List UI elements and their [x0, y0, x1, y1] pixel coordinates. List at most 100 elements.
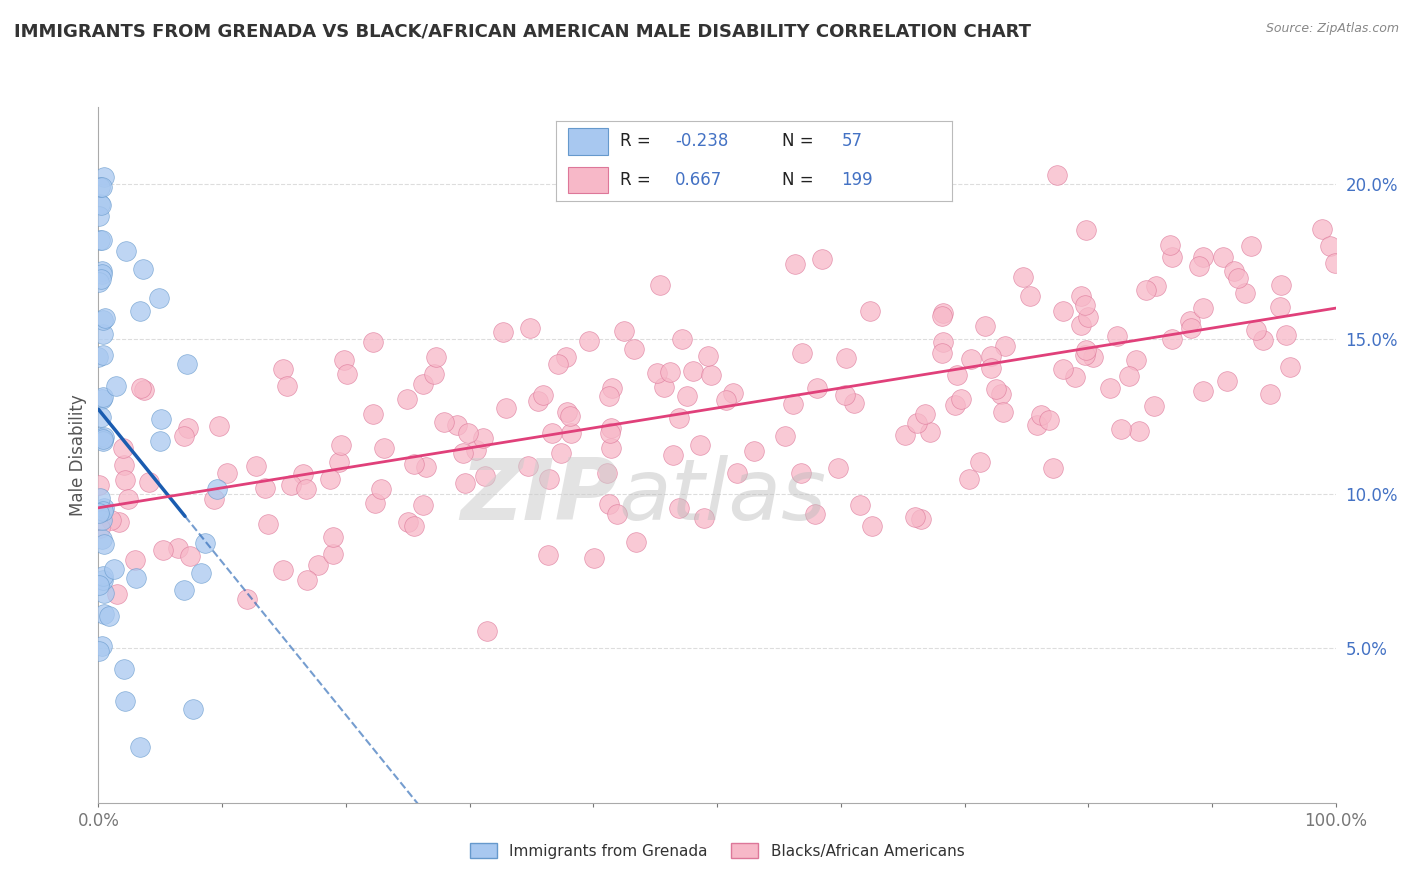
Point [173, 428, 195, 442]
Point [471, 431, 494, 445]
Point [980, 349, 1002, 363]
Point [645, 367, 668, 381]
Point [90, 198, 112, 212]
Point [404, 457, 426, 471]
Point [97, 609, 120, 624]
Point [1310, 221, 1333, 235]
Point [134, 383, 156, 397]
Point [957, 472, 980, 486]
Point [276, 378, 298, 392]
Point [87, 478, 110, 492]
Point [91, 434, 114, 448]
Point [1191, 250, 1213, 264]
Text: IMMIGRANTS FROM GRENADA VS BLACK/AFRICAN AMERICAN MALE DISABILITY CORRELATION CH: IMMIGRANTS FROM GRENADA VS BLACK/AFRICAN… [14, 22, 1031, 40]
Point [1125, 353, 1147, 368]
Point [307, 558, 329, 573]
Point [217, 466, 239, 480]
Point [1031, 408, 1053, 422]
Point [1070, 318, 1092, 332]
Point [547, 357, 569, 371]
Point [1074, 348, 1097, 362]
Point [1052, 304, 1074, 318]
Point [1222, 263, 1244, 277]
Point [984, 382, 1007, 396]
Point [124, 553, 146, 567]
Point [1188, 259, 1211, 273]
Point [596, 466, 619, 480]
Point [177, 420, 200, 434]
Point [148, 291, 170, 305]
Point [93, 501, 115, 516]
Point [291, 467, 314, 482]
Point [1180, 314, 1202, 328]
Point [474, 468, 496, 483]
Point [132, 262, 155, 277]
Point [454, 476, 477, 491]
Point [1012, 270, 1035, 285]
Point [333, 353, 356, 368]
Point [689, 437, 711, 451]
Point [205, 482, 228, 496]
Point [946, 368, 969, 382]
Point [602, 381, 624, 395]
Point [827, 461, 849, 475]
Point [1319, 239, 1341, 253]
Text: Source: ZipAtlas.com: Source: ZipAtlas.com [1265, 22, 1399, 36]
Point [1268, 300, 1291, 314]
Point [322, 547, 344, 561]
Point [790, 346, 813, 360]
Point [1046, 169, 1069, 183]
Point [1240, 239, 1263, 253]
Point [138, 475, 160, 489]
Point [100, 513, 122, 527]
Point [257, 516, 280, 531]
Point [425, 350, 447, 364]
Point [538, 472, 561, 486]
Point [1128, 424, 1150, 438]
Point [969, 455, 991, 469]
Point [87, 506, 110, 520]
Point [668, 500, 690, 515]
Point [905, 416, 928, 430]
Text: ZIP: ZIP [460, 455, 619, 538]
Point [598, 498, 620, 512]
Point [993, 405, 1015, 419]
Point [860, 519, 883, 533]
Point [167, 541, 190, 555]
Point [517, 459, 540, 474]
Point [1135, 284, 1157, 298]
Point [93, 430, 115, 444]
Point [1073, 298, 1095, 312]
Point [931, 346, 953, 360]
Point [91, 569, 114, 583]
Point [90, 233, 112, 247]
Point [208, 418, 231, 433]
Point [91, 639, 114, 653]
Point [412, 499, 434, 513]
Point [1064, 369, 1087, 384]
Point [361, 335, 384, 350]
Point [894, 428, 917, 442]
Point [87, 275, 110, 289]
Point [782, 396, 804, 410]
Point [129, 304, 152, 318]
Point [402, 519, 425, 533]
Point [190, 566, 212, 581]
Point [91, 268, 114, 282]
Point [90, 410, 112, 425]
Point [280, 477, 302, 491]
Point [910, 511, 932, 525]
Point [87, 350, 110, 364]
Point [931, 310, 953, 324]
Point [742, 444, 765, 458]
Point [328, 455, 350, 469]
Point [949, 392, 972, 406]
Point [91, 433, 114, 447]
Point [725, 466, 748, 480]
Point [675, 389, 697, 403]
Point [103, 562, 125, 576]
Point [495, 401, 517, 415]
Point [89, 430, 111, 444]
Point [932, 334, 955, 349]
Point [1192, 301, 1215, 315]
